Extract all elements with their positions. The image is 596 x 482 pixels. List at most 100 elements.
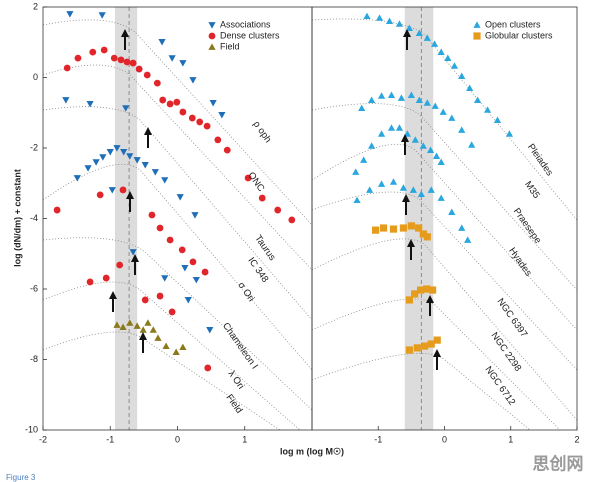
data-point <box>427 340 435 348</box>
data-point <box>433 336 441 344</box>
data-point <box>437 194 445 201</box>
data-point <box>117 56 125 64</box>
legend-label: Associations <box>220 19 271 29</box>
plot-frame <box>311 6 578 431</box>
fit-curve <box>312 191 577 371</box>
data-point <box>415 224 423 232</box>
data-point <box>458 126 466 133</box>
data-point <box>258 194 266 202</box>
data-point <box>120 148 128 156</box>
data-point <box>415 29 423 36</box>
data-point <box>385 17 394 24</box>
curve-label: Praesepe <box>511 206 543 246</box>
data-point <box>196 118 204 126</box>
data-point <box>89 48 97 56</box>
y-tick-label: -2 <box>30 142 38 152</box>
data-point <box>166 236 174 244</box>
data-point <box>377 180 386 187</box>
data-point <box>179 343 187 351</box>
data-point <box>493 116 502 124</box>
data-point <box>464 236 472 243</box>
data-point <box>397 94 406 101</box>
data-point <box>209 100 217 107</box>
y-tick-label: 0 <box>33 72 38 82</box>
curve-label: Pleiades <box>525 142 555 178</box>
data-point <box>156 292 164 300</box>
x-tick-label: 0 <box>175 434 180 444</box>
data-point <box>53 206 61 214</box>
plot-area <box>312 7 577 430</box>
plot-frame <box>42 6 313 431</box>
legend-marker <box>473 21 481 28</box>
data-point <box>411 290 419 298</box>
data-point <box>379 224 388 232</box>
arrow-head <box>131 254 139 262</box>
data-point <box>353 196 361 204</box>
fit-curve <box>43 163 312 371</box>
data-point <box>168 55 176 62</box>
data-point <box>505 130 514 137</box>
data-point <box>206 327 214 334</box>
data-point <box>62 97 70 104</box>
data-point <box>423 233 431 241</box>
data-point <box>458 72 466 79</box>
curve-label: ρ oph <box>251 119 274 145</box>
data-point <box>395 20 404 27</box>
data-point <box>405 346 413 354</box>
data-point <box>191 212 199 219</box>
data-point <box>423 34 431 41</box>
data-point <box>203 122 211 130</box>
data-point <box>204 364 212 372</box>
data-point <box>448 208 456 216</box>
data-point <box>395 124 404 131</box>
data-point <box>159 96 167 104</box>
data-point <box>173 98 181 106</box>
data-point <box>123 58 131 66</box>
data-point <box>431 102 439 109</box>
x-tick-label: -1 <box>106 434 114 444</box>
data-point <box>437 158 445 165</box>
arrow-head <box>402 194 410 202</box>
data-point <box>143 71 151 79</box>
y-tick-label: -4 <box>30 213 38 223</box>
legend-marker <box>208 22 216 29</box>
data-point <box>437 48 445 55</box>
data-point <box>133 322 141 329</box>
data-point <box>358 104 366 112</box>
data-point <box>158 39 166 46</box>
legend-marker <box>473 32 481 40</box>
curve-label: λ Ori <box>226 369 247 392</box>
curve-label: NGC 6712 <box>483 364 518 407</box>
data-point <box>98 12 106 19</box>
data-point <box>411 136 419 143</box>
data-point <box>413 344 421 352</box>
data-point <box>129 249 137 256</box>
data-point <box>149 326 157 333</box>
y-axis-title: log (dN/dm) + constant <box>12 169 22 267</box>
data-point <box>172 348 180 355</box>
curve-label: σ Ori <box>235 280 256 304</box>
data-point <box>179 60 187 67</box>
data-point <box>189 77 197 84</box>
data-point <box>192 276 200 284</box>
data-point <box>119 186 127 194</box>
fit-curve <box>43 64 312 271</box>
data-point <box>407 222 415 230</box>
data-point <box>100 46 108 54</box>
arrow-head <box>407 239 415 247</box>
data-point <box>218 111 226 119</box>
data-point <box>156 224 164 232</box>
data-point <box>133 157 141 164</box>
data-point <box>399 224 408 232</box>
data-point <box>389 225 398 233</box>
data-point <box>421 342 429 350</box>
data-point <box>405 24 413 32</box>
fit-curve <box>312 143 577 331</box>
data-point <box>417 286 425 294</box>
curve-label: ONC <box>245 170 266 194</box>
x-tick-label: 1 <box>508 434 513 444</box>
y-tick-label: -8 <box>30 354 38 364</box>
y-tick-label: 2 <box>33 1 38 11</box>
data-point <box>368 142 376 149</box>
